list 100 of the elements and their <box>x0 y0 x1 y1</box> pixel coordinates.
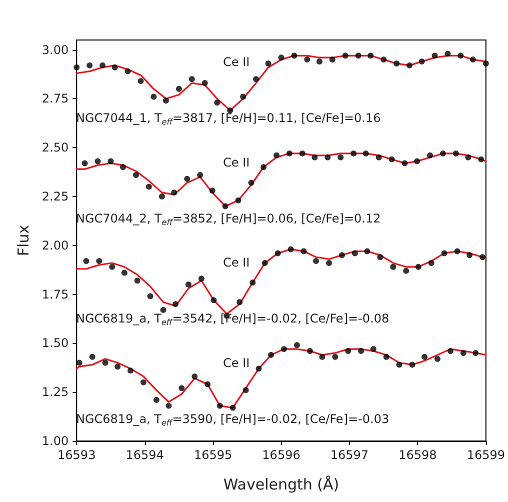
point <box>482 60 489 66</box>
point <box>281 346 287 352</box>
point <box>128 368 134 374</box>
x-tick-label: 16593 <box>58 448 96 462</box>
point <box>376 154 382 160</box>
point <box>406 62 413 68</box>
point <box>422 354 428 360</box>
y-tick-label: 1.25 <box>42 385 69 400</box>
point <box>222 203 228 210</box>
point <box>480 254 486 260</box>
point <box>383 354 390 360</box>
point <box>358 348 364 354</box>
point <box>300 248 307 254</box>
point <box>370 346 376 352</box>
point <box>94 158 101 164</box>
point <box>304 56 310 63</box>
point <box>236 299 243 306</box>
point <box>312 154 318 160</box>
point <box>286 150 292 156</box>
point <box>466 252 473 258</box>
annotation: Ce II <box>222 55 250 70</box>
point <box>338 252 345 258</box>
point <box>256 366 262 372</box>
point <box>176 86 182 92</box>
y-tick-label: 3.00 <box>42 42 69 57</box>
point <box>150 94 157 100</box>
point <box>192 373 198 380</box>
point <box>204 381 211 388</box>
x-tick-label: 16596 <box>262 448 300 462</box>
point <box>390 264 396 270</box>
point <box>388 156 395 162</box>
point <box>465 154 472 160</box>
point <box>291 52 298 59</box>
point <box>403 268 410 274</box>
point <box>396 362 402 368</box>
point <box>198 276 204 282</box>
point <box>260 164 267 170</box>
point <box>326 260 332 266</box>
point <box>102 360 108 366</box>
point <box>426 152 433 158</box>
x-tick-label: 16595 <box>194 448 232 462</box>
x-tick-label: 16597 <box>330 448 369 462</box>
point <box>377 254 384 260</box>
point <box>414 158 420 164</box>
annotation: Ce II <box>222 256 250 270</box>
point <box>345 348 352 354</box>
point <box>409 362 416 368</box>
point <box>368 52 374 59</box>
point <box>242 387 249 394</box>
point <box>452 150 459 156</box>
point <box>274 250 281 256</box>
point <box>114 364 121 370</box>
point <box>316 58 322 65</box>
point <box>162 98 169 104</box>
point <box>86 62 93 68</box>
point <box>202 80 208 86</box>
point <box>214 100 220 106</box>
point <box>454 248 460 254</box>
x-tick-label: 16598 <box>398 448 437 462</box>
y-tick-label: 2.75 <box>42 92 69 106</box>
point <box>352 250 358 256</box>
point <box>415 264 422 270</box>
point <box>342 52 348 59</box>
point <box>158 193 165 200</box>
point <box>306 348 313 354</box>
point <box>188 76 195 82</box>
point <box>447 348 454 354</box>
point <box>478 156 484 162</box>
annotation: Ce II <box>222 155 250 170</box>
point <box>324 154 331 160</box>
point <box>230 404 236 411</box>
point <box>138 78 144 84</box>
point <box>209 188 216 194</box>
annotation: Ce II <box>222 356 250 370</box>
point <box>210 297 217 304</box>
point <box>108 158 114 164</box>
point <box>216 402 223 409</box>
point <box>294 342 300 348</box>
point <box>100 62 106 68</box>
point <box>184 176 190 182</box>
point <box>160 306 166 313</box>
point <box>186 282 192 288</box>
point <box>313 258 320 264</box>
point <box>240 94 246 100</box>
point <box>109 264 116 270</box>
point <box>418 58 425 65</box>
y-tick-label: 1.00 <box>42 434 69 448</box>
point <box>89 354 96 360</box>
point <box>262 260 268 266</box>
point <box>440 150 446 156</box>
point <box>268 352 274 358</box>
point <box>153 396 160 403</box>
point <box>178 385 185 392</box>
point <box>140 379 146 386</box>
x-tick-label: 16599 <box>466 448 506 462</box>
point <box>112 64 118 70</box>
y-tick-label: 1.50 <box>42 336 69 350</box>
point <box>338 154 344 160</box>
point <box>253 76 260 82</box>
point <box>74 64 80 70</box>
